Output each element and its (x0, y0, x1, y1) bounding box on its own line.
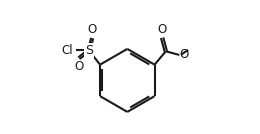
Text: Cl: Cl (61, 44, 73, 57)
Text: O: O (88, 23, 97, 36)
Text: O: O (74, 60, 83, 73)
Text: O: O (158, 23, 167, 36)
Text: O: O (180, 49, 189, 62)
Text: S: S (85, 44, 93, 57)
